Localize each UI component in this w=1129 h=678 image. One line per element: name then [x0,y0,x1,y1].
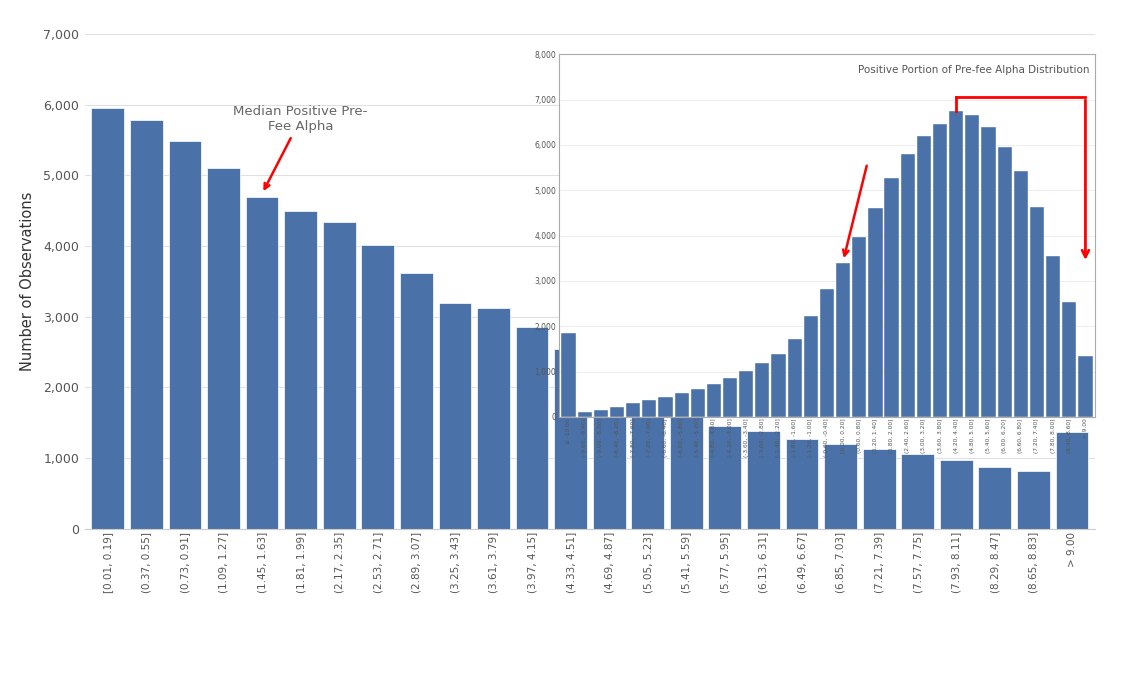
Bar [755,363,770,417]
Bar [593,376,625,529]
Bar [642,400,656,417]
Bar [979,467,1012,529]
Bar [516,327,549,529]
Bar [1014,171,1027,417]
Bar [709,426,742,529]
Bar [91,108,124,529]
Bar [438,302,471,529]
Bar [361,245,394,529]
Bar [130,120,163,529]
Bar [1047,256,1060,417]
Bar [949,111,963,417]
Bar [863,449,895,529]
Bar [786,439,819,529]
Bar [824,444,857,529]
Bar [965,115,980,417]
Bar [1078,356,1093,417]
Bar [820,289,834,417]
Bar [323,222,356,529]
Bar [837,263,850,417]
Bar [917,136,931,417]
Bar [400,273,432,529]
Bar [1062,302,1076,417]
Bar [933,124,947,417]
Bar [788,339,802,417]
Bar [578,412,592,417]
Bar [804,316,817,417]
Bar [1056,432,1088,529]
Bar [739,371,753,417]
Bar [631,391,664,529]
Bar [610,407,624,417]
Bar [852,237,866,417]
Bar [1030,207,1044,417]
Bar [691,389,704,417]
Bar [207,167,239,529]
Bar [723,378,737,417]
Bar [707,384,721,417]
Bar [561,333,576,417]
Bar [771,354,786,417]
Bar [658,397,673,417]
Bar [1017,471,1050,529]
Bar [594,410,607,417]
Bar [554,349,587,529]
Bar [747,431,780,529]
Bar [901,454,934,529]
Y-axis label: Number of Observations: Number of Observations [20,192,35,371]
Bar [168,140,201,529]
Bar [246,197,279,529]
Text: Positive Portion of Pre-fee Alpha Distribution: Positive Portion of Pre-fee Alpha Distri… [858,65,1089,75]
Bar [627,403,640,417]
Bar [868,208,883,417]
Bar [478,308,510,529]
Bar [285,211,317,529]
Bar [674,393,689,417]
Bar [884,178,899,417]
Text: Median Positive Pre-
Fee Alpha: Median Positive Pre- Fee Alpha [234,105,368,188]
Bar [669,412,702,529]
Bar [940,460,973,529]
Bar [901,153,914,417]
Bar [998,146,1012,417]
Bar [981,127,996,417]
